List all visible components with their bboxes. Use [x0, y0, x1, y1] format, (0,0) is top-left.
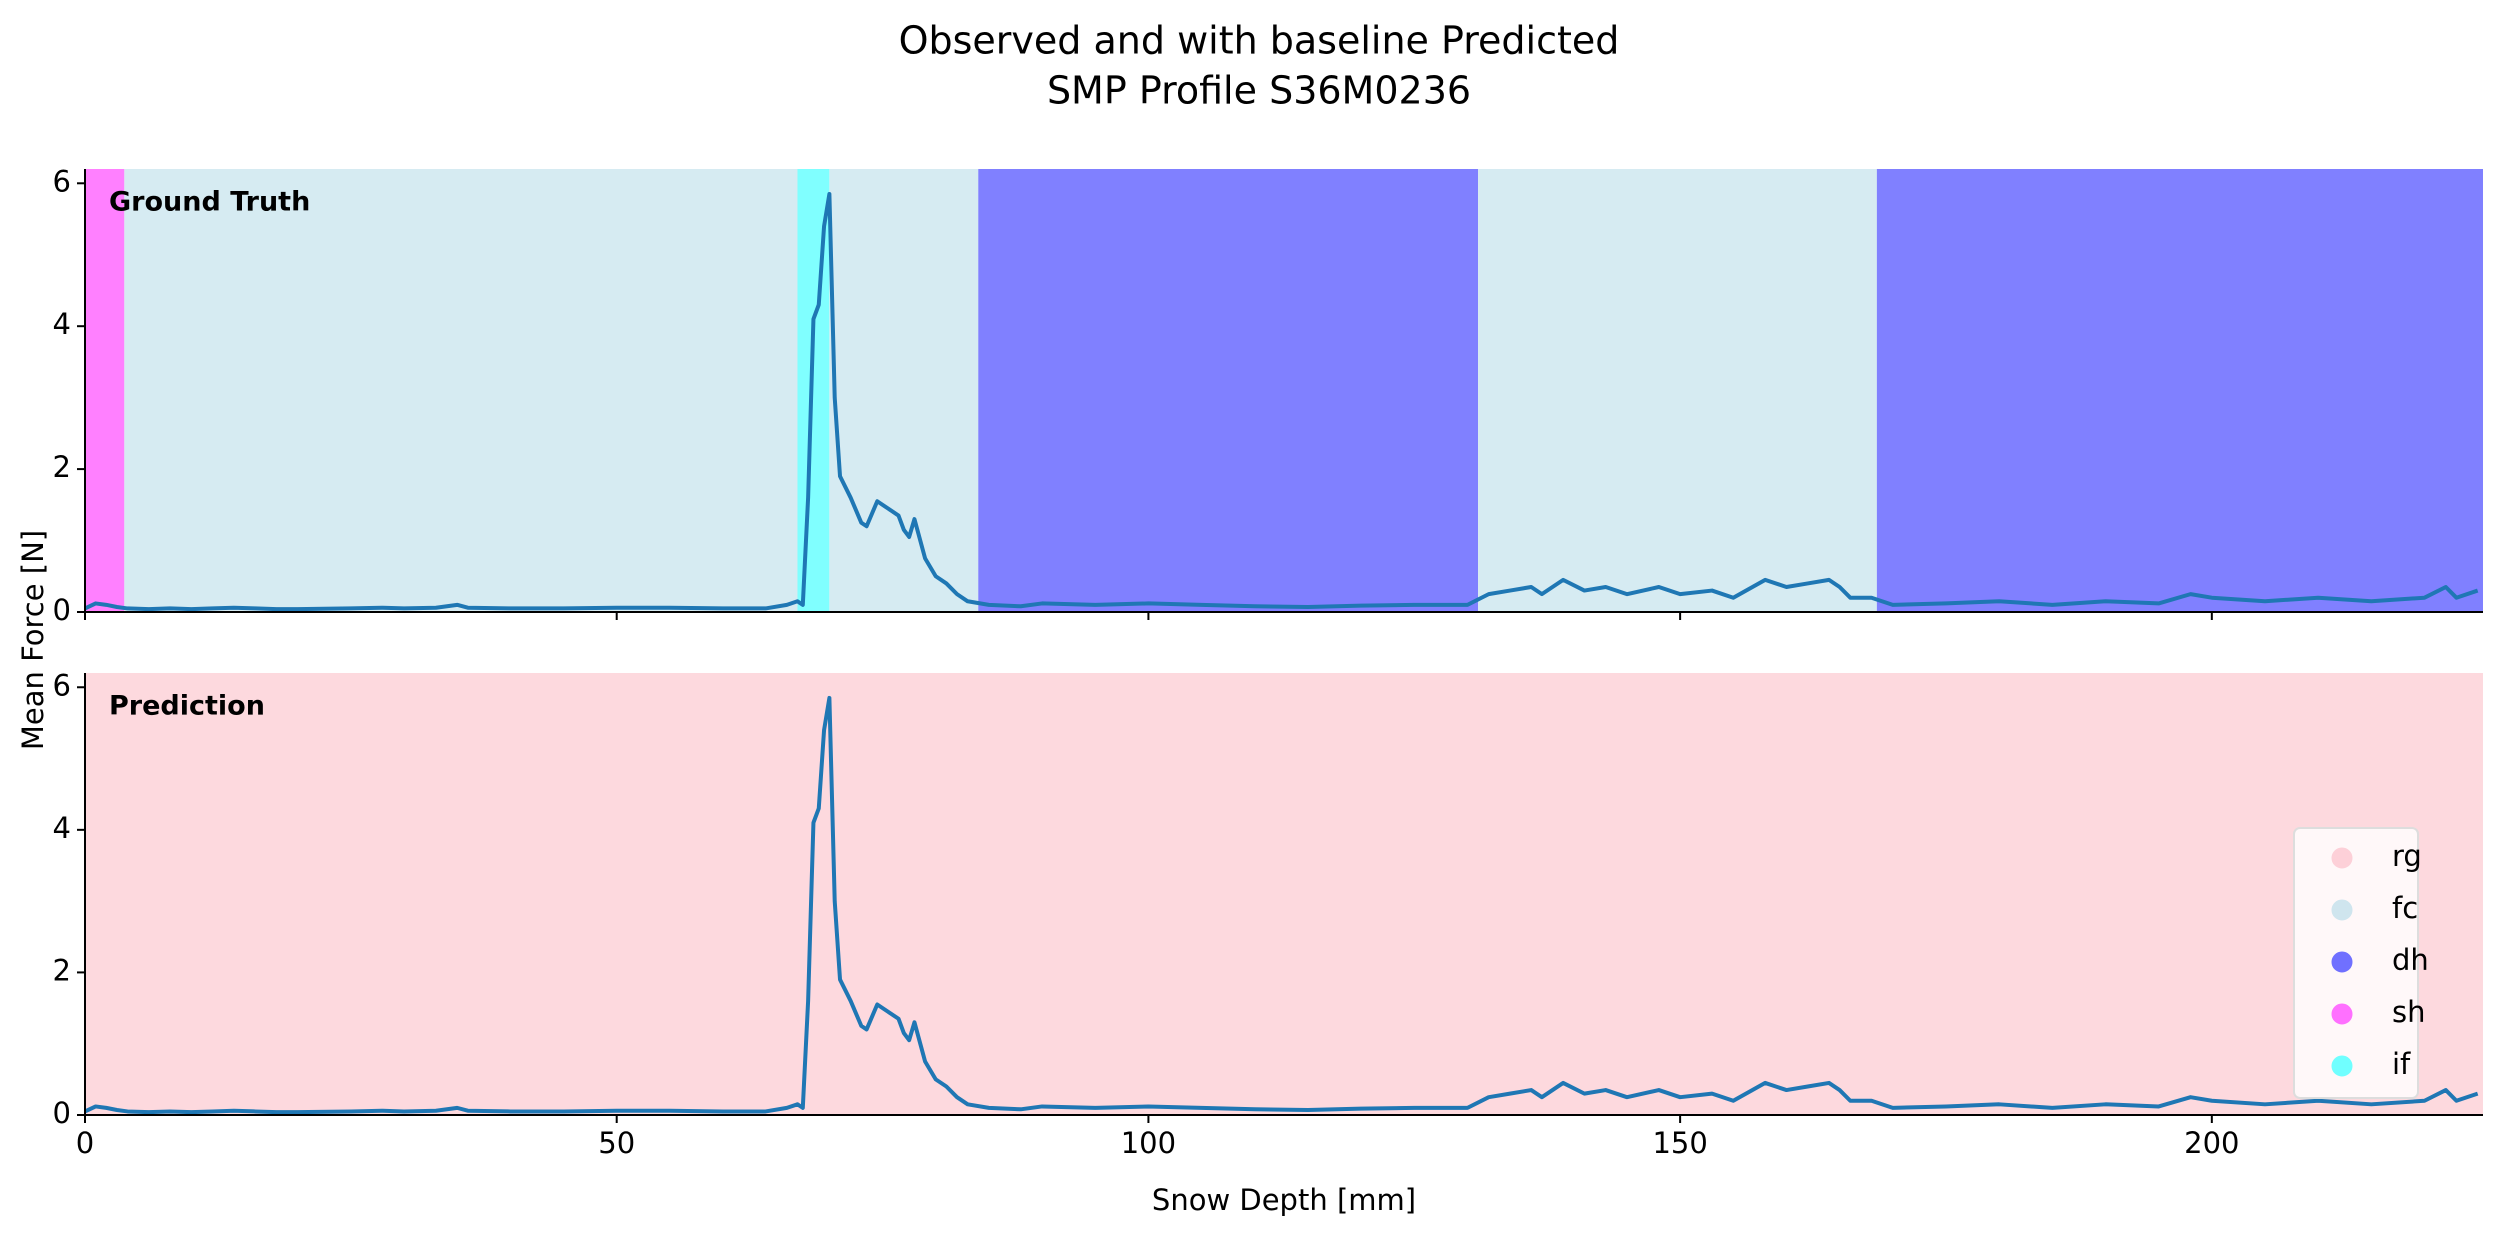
- class-segment: [124, 169, 798, 612]
- force-line: [84, 695, 2479, 1115]
- y-tick-label: 6: [53, 164, 71, 198]
- legend-marker: [2331, 951, 2353, 973]
- legend-marker: [2331, 899, 2353, 921]
- chart-title: Observed and with baseline Predicted: [899, 19, 1620, 63]
- x-tick-label: 0: [76, 1126, 94, 1160]
- class-segment: [85, 169, 125, 612]
- x-axis-label: Snow Depth [mm]: [1152, 1183, 1416, 1217]
- class-segment: [1478, 169, 1877, 612]
- y-tick-label: 4: [53, 811, 71, 845]
- y-tick-label: 0: [53, 1096, 71, 1130]
- panel-label: Prediction: [109, 691, 265, 722]
- legend-label: dh: [2392, 943, 2429, 977]
- x-tick-label: 100: [1121, 1126, 1176, 1160]
- y-tick-label: 2: [53, 953, 71, 987]
- class-segment: [85, 673, 2483, 1115]
- x-tick-label: 150: [1652, 1126, 1707, 1160]
- y-tick-label: 4: [53, 307, 71, 341]
- y-tick-label: 2: [53, 450, 71, 484]
- class-segment: [1876, 169, 2483, 612]
- legend-label: if: [2392, 1047, 2411, 1081]
- chart-subtitle: SMP Profile S36M0236: [1047, 69, 1471, 113]
- force-line: [84, 192, 2479, 612]
- class-segment: [829, 169, 979, 612]
- legend-label: fc: [2392, 891, 2418, 925]
- legend-marker: [2331, 1055, 2353, 1077]
- legend-box: [2293, 827, 2419, 1099]
- x-tick-label: 50: [598, 1126, 635, 1160]
- y-tick-label: 6: [53, 668, 71, 702]
- panel-label: Ground Truth: [109, 187, 310, 218]
- legend-label: rg: [2392, 839, 2422, 873]
- legend-label: sh: [2392, 995, 2426, 1029]
- class-segment: [978, 169, 1479, 612]
- legend-marker: [2331, 1003, 2353, 1025]
- y-axis-label: Mean Force [N]: [16, 530, 50, 750]
- x-tick-label: 200: [2184, 1126, 2239, 1160]
- legend-marker: [2331, 847, 2353, 869]
- y-tick-label: 0: [53, 593, 71, 627]
